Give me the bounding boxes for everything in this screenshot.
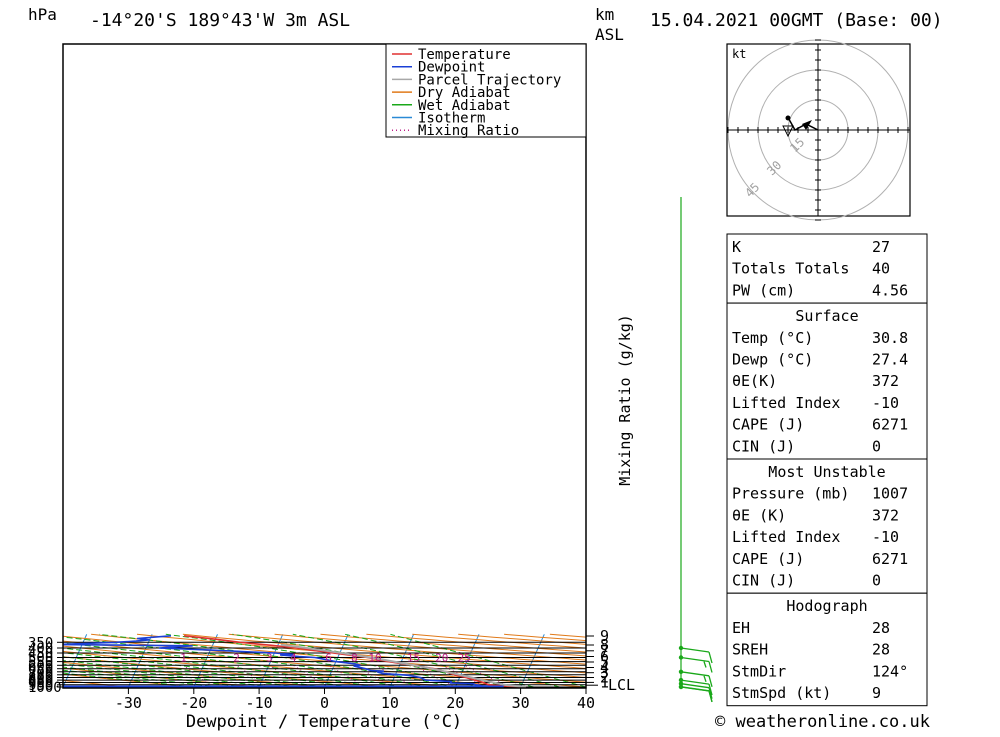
temperature-tick-labels: -30 -20 -10 0 10 20 30 40 xyxy=(115,688,595,712)
temperature-tick-label: -30 xyxy=(115,694,142,712)
location-title: -14°20'S 189°43'W 3m ASL xyxy=(90,10,350,31)
hodograph-unit-label: kt xyxy=(732,47,746,61)
index-label: K xyxy=(732,238,741,256)
pressure-tick-label: 1000 xyxy=(28,680,62,696)
temperature-tick-label: 30 xyxy=(512,694,530,712)
index-value: 124° xyxy=(872,662,908,680)
copyright: © weatheronline.co.uk xyxy=(715,712,930,732)
index-label: Temp (°C) xyxy=(732,329,813,347)
index-label: θE(K) xyxy=(732,372,777,390)
mixing-ratio-value-label: 20 xyxy=(435,651,448,664)
index-label: CAPE (J) xyxy=(732,416,804,434)
wind-barb xyxy=(679,646,712,663)
index-value: 0 xyxy=(872,437,881,455)
index-value: -10 xyxy=(872,394,899,412)
index-label: PW (cm) xyxy=(732,281,795,299)
index-value: 372 xyxy=(872,506,899,524)
index-value: 30.8 xyxy=(872,329,908,347)
indices-table: K 27 Totals Totals 40 PW (cm) 4.56 Surface Temp… xyxy=(727,234,927,706)
temperature-tick-label: -20 xyxy=(180,694,207,712)
mixing-ratio-value-label: 10 xyxy=(368,651,381,664)
index-value: 9 xyxy=(872,684,881,702)
table-section-title: Most Unstable xyxy=(768,463,885,481)
plot-frame xyxy=(63,44,586,688)
index-value: 6271 xyxy=(872,416,908,434)
table-section-title: Surface xyxy=(795,307,858,325)
index-value: 28 xyxy=(872,641,890,659)
index-value: 372 xyxy=(872,372,899,390)
mixing-ratio-value-label: 25 xyxy=(458,651,471,664)
wind-barb-column xyxy=(679,197,712,702)
asl-label: ASL xyxy=(595,25,624,44)
mixing-ratio-value-label: 3 xyxy=(266,651,273,664)
index-label: CIN (J) xyxy=(732,437,795,455)
hodograph: kt 15 30 45 xyxy=(727,40,910,220)
index-value: 4.56 xyxy=(872,281,908,299)
temperature-tick-label: -10 xyxy=(246,694,273,712)
index-label: SREH xyxy=(732,641,768,659)
index-value: 0 xyxy=(872,572,881,590)
index-label: Pressure (mb) xyxy=(732,485,849,503)
km-label: km xyxy=(595,5,614,24)
pressure-tick-labels: 3504004505005506006507007508008509009501… xyxy=(28,635,63,696)
hodograph-top-marker xyxy=(786,116,791,121)
index-label: CAPE (J) xyxy=(732,550,804,568)
index-label: Dewp (°C) xyxy=(732,351,813,369)
temperature-tick-label: 10 xyxy=(381,694,399,712)
index-value: 27 xyxy=(872,238,890,256)
index-value: 6271 xyxy=(872,550,908,568)
mixing-ratio-axis-label: Mixing Ratio (g/kg) xyxy=(616,314,634,486)
temperature-tick-label: 40 xyxy=(577,694,595,712)
legend-entry-label: Mixing Ratio xyxy=(418,123,519,139)
isotherm-line xyxy=(0,634,21,687)
pressure-unit-label: hPa xyxy=(28,5,57,24)
index-label: StmSpd (kt) xyxy=(732,684,831,702)
wind-barb xyxy=(679,655,712,672)
index-value: 40 xyxy=(872,260,890,278)
index-value: 27.4 xyxy=(872,351,908,369)
index-label: StmDir xyxy=(732,662,786,680)
temperature-tick-label: 20 xyxy=(446,694,464,712)
wind-barb xyxy=(679,678,712,695)
mixing-ratio-value-label: 6 xyxy=(325,651,332,664)
x-axis-label: Dewpoint / Temperature (°C) xyxy=(186,712,462,732)
index-label: θE (K) xyxy=(732,506,786,524)
datetime-label: 15.04.2021 00GMT (Base: 00) xyxy=(650,10,943,31)
mixing-ratio-value-label: 8 xyxy=(351,651,358,664)
mixing-ratio-value-label: 2 xyxy=(233,651,240,664)
index-value: 1007 xyxy=(872,485,908,503)
table-section-title: Hodograph xyxy=(786,597,867,615)
index-label: Lifted Index xyxy=(732,528,840,546)
index-value: 28 xyxy=(872,619,890,637)
temperature-tick-label: 0 xyxy=(320,694,329,712)
lcl-label: LCL xyxy=(608,676,635,694)
index-label: Lifted Index xyxy=(732,394,840,412)
mixing-ratio-value-label: 15 xyxy=(407,651,420,664)
index-value: -10 xyxy=(872,528,899,546)
index-label: Totals Totals xyxy=(732,260,849,278)
index-label: EH xyxy=(732,619,750,637)
index-label: CIN (J) xyxy=(732,572,795,590)
mixing-ratio-value-label: 4 xyxy=(290,651,297,664)
mixing-ratio-value-label: 1 xyxy=(180,651,187,664)
